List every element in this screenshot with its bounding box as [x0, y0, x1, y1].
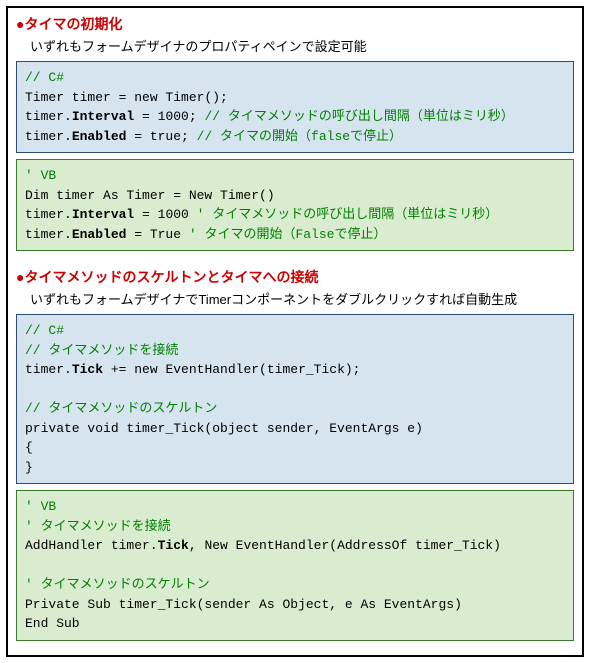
section1-subtitle: いずれもフォームデザイナのプロパティペインで設定可能 [30, 36, 574, 55]
section2-csharp-block: // C# // タイマメソッドを接続 timer.Tick += new Ev… [16, 314, 574, 484]
code-comment: // C# [25, 70, 64, 85]
code-comment: // タイマメソッドのスケルトン [25, 401, 217, 416]
code-keyword: Enabled [72, 227, 127, 242]
code-text: = 1000; [134, 109, 204, 124]
code-comment: ' VB [25, 499, 56, 514]
code-comment: // タイマメソッドの呼び出し間隔（単位はミリ秒） [204, 109, 513, 124]
section2-subtitle: いずれもフォームデザイナでTimerコンポーネントをダブルクリックすれば自動生成 [30, 289, 574, 308]
code-line: Timer timer = new Timer(); [25, 90, 228, 105]
code-text: timer. [25, 227, 72, 242]
code-comment: ' タイマメソッドの呼び出し間隔（単位はミリ秒） [197, 207, 499, 222]
code-keyword: Interval [72, 207, 134, 222]
code-text: = 1000 [134, 207, 196, 222]
code-line: Private Sub timer_Tick(sender As Object,… [25, 597, 462, 612]
section1-csharp-block: // C# Timer timer = new Timer(); timer.I… [16, 61, 574, 153]
code-comment: ' タイマメソッドを接続 [25, 519, 171, 534]
code-text: timer. [25, 109, 72, 124]
code-comment: // タイマメソッドを接続 [25, 343, 178, 358]
section1-title: ●タイマの初期化 [16, 14, 574, 34]
code-comment: ' タイマメソッドのスケルトン [25, 577, 210, 592]
section2-vb-block: ' VB ' タイマメソッドを接続 AddHandler timer.Tick,… [16, 490, 574, 641]
code-line: Dim timer As Timer = New Timer() [25, 188, 275, 203]
section-gap [16, 257, 574, 267]
code-keyword: Tick [72, 362, 103, 377]
code-text: timer. [25, 129, 72, 144]
code-comment: ' タイマの開始（Falseで停止） [189, 227, 387, 242]
code-line: private void timer_Tick(object sender, E… [25, 421, 423, 436]
code-text: timer. [25, 207, 72, 222]
section2-title: ●タイマメソッドのスケルトンとタイマへの接続 [16, 267, 574, 287]
code-text: += new EventHandler(timer_Tick); [103, 362, 360, 377]
code-line: { [25, 440, 33, 455]
code-line: } [25, 460, 33, 475]
section1-vb-block: ' VB Dim timer As Timer = New Timer() ti… [16, 159, 574, 251]
code-text: = True [126, 227, 188, 242]
code-keyword: Tick [158, 538, 189, 553]
code-comment: // C# [25, 323, 64, 338]
code-text: AddHandler timer. [25, 538, 158, 553]
code-keyword: Interval [72, 109, 134, 124]
code-text: = true; [126, 129, 196, 144]
code-comment: ' VB [25, 168, 56, 183]
code-text: , New EventHandler(AddressOf timer_Tick) [189, 538, 501, 553]
code-comment: // タイマの開始（falseで停止） [197, 129, 402, 144]
code-keyword: Enabled [72, 129, 127, 144]
code-line: End Sub [25, 616, 80, 631]
code-text: timer. [25, 362, 72, 377]
document-container: ●タイマの初期化 いずれもフォームデザイナのプロパティペインで設定可能 // C… [6, 6, 584, 657]
